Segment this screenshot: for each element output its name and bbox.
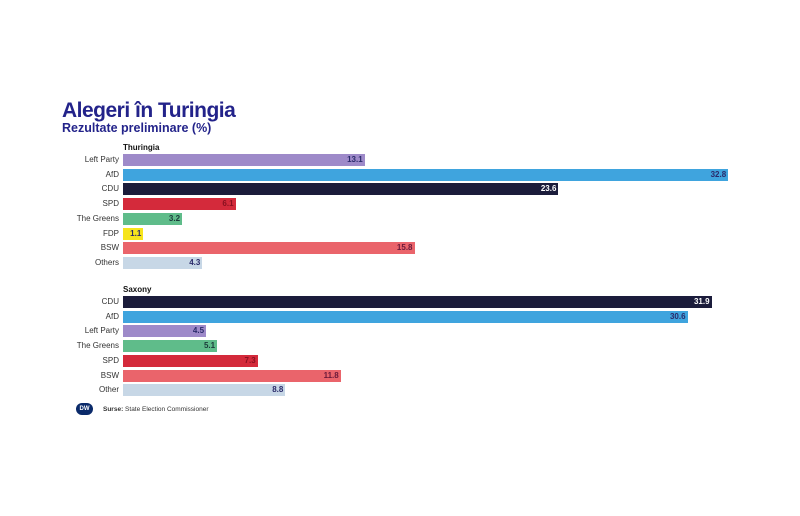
value-label: 31.9 (693, 297, 710, 306)
category-label: The Greens (76, 341, 119, 351)
value-label: 30.6 (669, 311, 686, 321)
value-label: 1.1 (130, 228, 142, 238)
bar (123, 198, 236, 211)
category-label: CDU (101, 184, 119, 194)
value-label: 4.5 (192, 326, 205, 336)
chart-title: Alegeri în Turingia (62, 99, 236, 122)
bar (123, 354, 258, 367)
value-label: 5.1 (203, 341, 216, 351)
bar (123, 168, 729, 181)
source-label: Surse: (103, 405, 124, 413)
bar (123, 384, 286, 397)
value-label: 23.6 (540, 184, 557, 194)
bar (123, 256, 203, 269)
bar (123, 183, 559, 196)
bar (123, 325, 207, 338)
bar (123, 242, 415, 255)
bar (123, 212, 183, 225)
category-label: BSW (100, 370, 119, 380)
category-label: BSW (100, 243, 119, 253)
value-label: 15.8 (396, 243, 413, 253)
category-label: AfD (105, 311, 119, 321)
value-label: 3.2 (168, 213, 181, 223)
category-label: AfD (105, 169, 119, 179)
category-label: SPD (102, 355, 119, 365)
bar (123, 227, 144, 240)
category-label: CDU (101, 297, 119, 306)
value-label: 13.1 (347, 155, 363, 164)
footer: DW Surse: State Election Commissioner (76, 403, 209, 415)
bar (123, 154, 365, 166)
category-label: SPD (102, 199, 119, 209)
value-label: 11.8 (323, 370, 339, 380)
group-label: Saxony (123, 285, 152, 294)
category-label: Left Party (84, 326, 119, 336)
value-label: 6.1 (222, 199, 234, 209)
dw-logo: DW (76, 403, 93, 415)
group-label: Thuringia (123, 143, 160, 152)
category-label: Others (94, 257, 119, 267)
category-label: Left Party (84, 155, 119, 164)
value-label: 4.3 (189, 257, 201, 267)
value-label: 32.8 (710, 169, 727, 179)
value-label: 7.3 (244, 355, 256, 365)
bar (123, 369, 341, 382)
category-label: The Greens (76, 213, 119, 223)
source-note: Surse: State Election Commissioner (103, 406, 209, 413)
chart-subtitle: Rezultate preliminare (%) (62, 121, 212, 135)
source-text: State Election Commissioner (125, 405, 209, 413)
bar (123, 310, 688, 323)
bar (123, 296, 712, 308)
category-label: FDP (103, 228, 119, 238)
category-label: Other (98, 385, 119, 395)
bar (123, 340, 218, 353)
value-label: 8.8 (272, 385, 284, 395)
